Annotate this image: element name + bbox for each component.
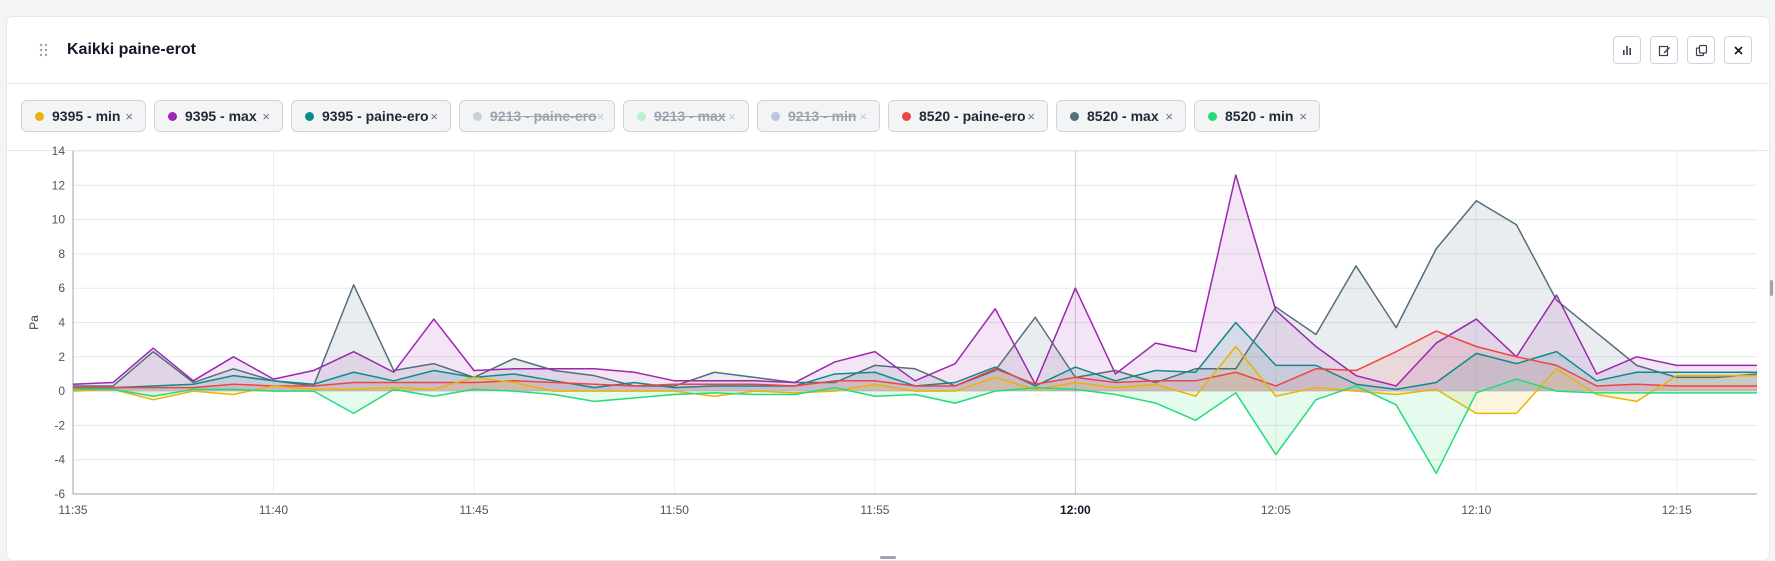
y-tick-label: 4	[58, 316, 65, 330]
legend-chip-label: 9395 - paine-ero	[322, 108, 429, 124]
legend-chip-label: 9395 - min	[52, 108, 121, 124]
series-area	[73, 379, 1757, 474]
y-tick-label: 6	[58, 281, 65, 295]
series-color-dot	[35, 111, 44, 121]
legend-chip[interactable]: 8520 - min ×	[1194, 100, 1320, 132]
x-tick-label: 11:35	[58, 503, 87, 517]
remove-series-icon[interactable]: ×	[728, 108, 736, 124]
y-tick-label: -2	[54, 418, 65, 432]
page-title: Kaikki paine-erot	[67, 41, 196, 58]
series-color-dot	[168, 111, 177, 121]
y-tick-label: 14	[52, 144, 66, 158]
series-color-dot	[637, 111, 646, 121]
copy-icon	[1695, 44, 1707, 56]
series-area	[73, 331, 1757, 392]
series-color-dot	[1070, 111, 1079, 121]
series-line	[73, 378, 1757, 475]
legend-chip[interactable]: 9213 - paine-ero ×	[459, 100, 615, 132]
legend-chip-label: 8520 - paine-ero	[919, 108, 1026, 124]
y-tick-label: 12	[52, 178, 66, 192]
y-tick-label: 2	[58, 350, 65, 364]
duplicate-button[interactable]	[1687, 36, 1715, 64]
remove-series-icon[interactable]: ×	[125, 108, 133, 124]
series-area	[73, 175, 1757, 392]
x-tick-label: 11:50	[660, 503, 689, 517]
resize-handle[interactable]	[880, 556, 896, 559]
series-line	[73, 330, 1757, 389]
scrollbar-handle[interactable]	[1770, 280, 1773, 296]
y-tick-label: -6	[54, 487, 65, 501]
y-tick-label: 0	[58, 384, 65, 398]
legend-chip-label: 9213 - paine-ero	[490, 108, 597, 124]
remove-series-icon[interactable]: ×	[859, 108, 867, 124]
x-tick-label: 11:40	[259, 503, 288, 517]
series-color-dot	[902, 111, 911, 121]
x-tick-label: 12:15	[1662, 503, 1692, 517]
legend-chip-label: 9213 - max	[654, 108, 726, 124]
y-tick-label: 10	[52, 213, 66, 227]
x-tick-label: 11:45	[459, 503, 488, 517]
y-tick-label: -4	[54, 453, 65, 467]
series-legend: 9395 - min × 9395 - max × 9395 - paine-ero × 9…	[7, 84, 1769, 151]
y-tick-label: 8	[58, 247, 65, 261]
chart-type-button[interactable]	[1613, 36, 1641, 64]
close-button[interactable]	[1724, 36, 1752, 64]
series-color-dot	[473, 111, 482, 121]
legend-chip-label: 8520 - min	[1225, 108, 1294, 124]
legend-chip[interactable]: 9395 - min ×	[21, 100, 146, 132]
x-tick-label: 11:55	[860, 503, 889, 517]
x-tick-label: 12:05	[1261, 503, 1291, 517]
edit-icon	[1658, 45, 1670, 56]
close-icon	[1733, 45, 1743, 55]
drag-handle-icon[interactable]	[39, 43, 49, 57]
remove-series-icon[interactable]: ×	[262, 108, 270, 124]
legend-chip[interactable]: 9395 - max ×	[154, 100, 283, 132]
legend-chip[interactable]: 8520 - max ×	[1056, 100, 1186, 132]
edit-button[interactable]	[1650, 36, 1678, 64]
legend-chip[interactable]: 9213 - max ×	[623, 100, 749, 132]
x-tick-label: 12:10	[1461, 503, 1491, 517]
y-axis-label: Pa	[27, 315, 41, 330]
series-color-dot	[771, 111, 780, 121]
legend-chip-label: 9395 - max	[185, 108, 257, 124]
legend-chip-label: 8520 - max	[1087, 108, 1159, 124]
remove-series-icon[interactable]: ×	[596, 108, 605, 124]
series-line	[73, 199, 1758, 387]
remove-series-icon[interactable]: ×	[1165, 108, 1173, 124]
series-area	[73, 200, 1757, 392]
remove-series-icon[interactable]: ×	[430, 108, 438, 124]
legend-chip[interactable]: 9395 - paine-ero ×	[291, 100, 451, 132]
x-tick-label: 12:00	[1060, 503, 1091, 517]
legend-chip-label: 9213 - min	[788, 108, 857, 124]
series-color-dot	[1208, 111, 1217, 121]
card-header: Kaikki paine-erot	[7, 17, 1769, 84]
series-line	[72, 174, 1757, 387]
remove-series-icon[interactable]: ×	[1299, 108, 1307, 124]
bar-chart-icon	[1623, 46, 1631, 55]
remove-series-icon[interactable]: ×	[1027, 108, 1035, 124]
legend-chip[interactable]: 8520 - paine-ero ×	[888, 100, 1048, 132]
series-color-dot	[305, 111, 314, 121]
series-line	[72, 345, 1757, 415]
legend-chip[interactable]: 9213 - min ×	[757, 100, 880, 132]
